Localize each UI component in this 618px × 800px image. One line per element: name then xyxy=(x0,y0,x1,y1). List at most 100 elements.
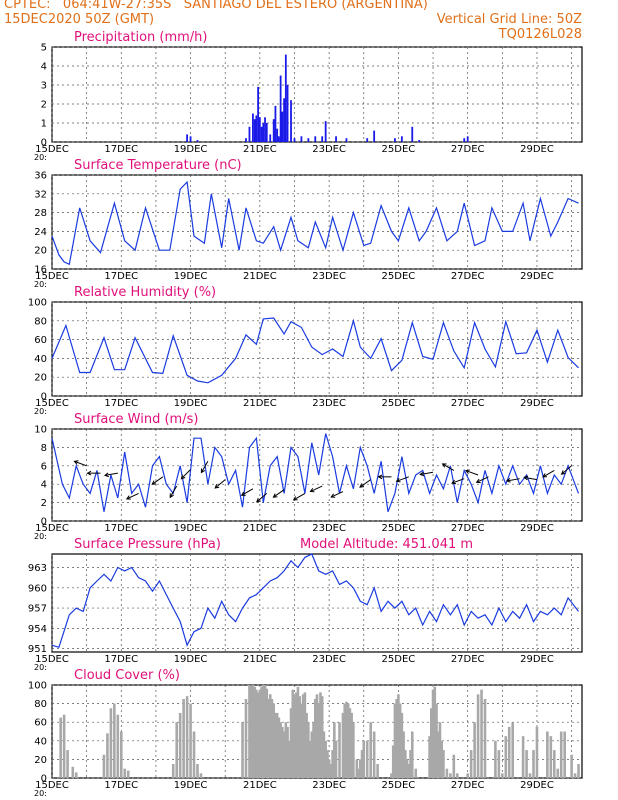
cloud-cover-bar xyxy=(287,740,291,778)
wind-arrow-shaft xyxy=(476,476,489,483)
wind-arrow-shaft xyxy=(442,463,455,471)
cloud-cover-bar xyxy=(300,703,303,778)
cloud-cover-bar xyxy=(331,750,334,778)
precipitation-bar xyxy=(196,140,199,142)
precipitation-xtick-label: 27DEC xyxy=(451,144,485,155)
temperature-ytick-label: 20 xyxy=(34,246,47,257)
precipitation-bar xyxy=(257,86,260,142)
cloud-cover-xtick-label: 17DEC xyxy=(104,780,138,791)
cloud-cover-bar xyxy=(263,685,267,778)
cloud-cover-ytick-label: 20 xyxy=(34,755,47,766)
wind-x-partial: 20: xyxy=(34,532,47,541)
cloud-cover-bar xyxy=(445,768,449,778)
precipitation-bar xyxy=(265,123,268,142)
wind-arrow-shaft xyxy=(200,460,209,473)
wind-xtick-label: 25DEC xyxy=(382,523,416,534)
cloud-cover-bar xyxy=(251,685,255,778)
cloud-cover-bar xyxy=(256,692,260,778)
precipitation-bar xyxy=(418,140,421,142)
wind-frame xyxy=(51,428,583,522)
cloud-cover-bar xyxy=(372,731,376,778)
cloud-cover-bar xyxy=(407,764,411,778)
cloud-cover-bar xyxy=(393,703,397,778)
cloud-cover-bar xyxy=(345,701,348,778)
wind-arrow-shaft xyxy=(420,471,434,475)
cloud-cover-bar xyxy=(126,770,130,778)
precipitation-bar xyxy=(307,138,310,142)
wind-arrow-shaft xyxy=(293,492,306,501)
cloud-cover-bar xyxy=(577,764,580,778)
cloud-cover-bar xyxy=(433,686,437,778)
header-model-code: TQ0126L028 xyxy=(498,27,582,42)
wind-arrow-head xyxy=(151,480,157,485)
precipitation-bar xyxy=(245,138,247,142)
wind-arrow-head xyxy=(180,474,186,480)
cloud-cover-bar xyxy=(119,731,123,778)
cloud-cover-bar xyxy=(272,703,275,778)
precipitation-ytick-label: 5 xyxy=(41,43,47,54)
header-station: CPTEC: 064:41W-27:35S SANTIAGO DEL ESTER… xyxy=(4,0,428,12)
cloud-cover-bar xyxy=(466,773,469,778)
pressure-series-line xyxy=(51,553,579,649)
cloud-cover-bar xyxy=(333,722,336,778)
pressure-ytick-label: 963 xyxy=(28,563,47,574)
wind-arrow-head xyxy=(255,497,261,503)
temperature-ytick-label: 28 xyxy=(34,208,47,219)
wind-ytick-label: 2 xyxy=(41,498,47,509)
precipitation-bar xyxy=(283,98,285,142)
pressure-subtitle: Model Altitude: 451.041 m xyxy=(300,537,473,552)
cloud-cover-bar xyxy=(312,722,315,778)
cloud-cover-bar xyxy=(66,750,69,778)
precipitation-bar xyxy=(186,134,188,142)
cloud-cover-ytick-label: 60 xyxy=(34,718,47,729)
cloud-cover-bar xyxy=(449,773,452,778)
cloud-cover-title: Cloud Cover (%) xyxy=(74,668,180,683)
precipitation-bar xyxy=(300,136,303,142)
humidity-xtick-label: 25DEC xyxy=(382,398,416,409)
pressure-xtick-label: 15DEC xyxy=(35,654,69,665)
wind-arrow-shaft xyxy=(561,465,572,475)
cloud-cover-bar xyxy=(494,740,497,778)
precipitation-bar xyxy=(293,138,296,142)
pressure-ytick-label: 951 xyxy=(28,644,47,655)
temperature-xtick-label: 17DEC xyxy=(104,271,138,282)
wind-arrow-head xyxy=(542,473,548,478)
wind-xtick-label: 27DEC xyxy=(451,523,485,534)
cloud-cover-bar xyxy=(440,740,444,778)
humidity-xtick-label: 23DEC xyxy=(312,398,346,409)
humidity-xtick-label: 15DEC xyxy=(35,398,69,409)
cloud-cover-xtick-label: 23DEC xyxy=(312,780,346,791)
wind-ytick-label: 0 xyxy=(41,517,47,528)
cloud-cover-bar xyxy=(106,733,109,778)
precipitation-xtick-label: 17DEC xyxy=(104,144,138,155)
wind-arrow-head xyxy=(560,470,566,475)
cloud-cover-bar xyxy=(109,708,113,778)
temperature-xtick-label: 23DEC xyxy=(312,271,346,282)
cloud-cover-bar xyxy=(249,685,253,778)
wind-arrow-shaft xyxy=(241,488,254,496)
wind-arrow-shaft xyxy=(74,460,87,467)
wind-arrow-shaft xyxy=(151,476,164,485)
wind-arrow-shaft xyxy=(451,478,465,484)
cloud-cover-bar xyxy=(329,764,333,778)
precipitation-frame xyxy=(51,46,583,143)
precipitation-bar xyxy=(366,138,369,142)
cloud-cover-bar xyxy=(549,736,553,778)
cloud-cover-bar xyxy=(507,726,511,778)
precipitation-bar xyxy=(253,119,256,142)
precipitation-title: Precipitation (mm/h) xyxy=(74,30,207,45)
cloud-cover-bar xyxy=(255,689,258,778)
cloud-cover-bar xyxy=(501,773,504,778)
precipitation-bar xyxy=(276,128,279,142)
cloud-cover-bar xyxy=(182,698,185,778)
cloud-cover-bar xyxy=(525,750,528,778)
humidity-ytick-label: 80 xyxy=(34,316,47,327)
precipitation-bar xyxy=(284,54,287,142)
precipitation-ytick-label: 2 xyxy=(41,100,47,111)
wind-arrow-head xyxy=(451,479,457,485)
cloud-cover-bar xyxy=(199,773,203,778)
cloud-cover-bar xyxy=(308,740,312,778)
temperature-xtick-label: 15DEC xyxy=(35,271,69,282)
wind-arrow-shaft xyxy=(310,485,323,492)
wind-xtick-label: 21DEC xyxy=(243,523,277,534)
